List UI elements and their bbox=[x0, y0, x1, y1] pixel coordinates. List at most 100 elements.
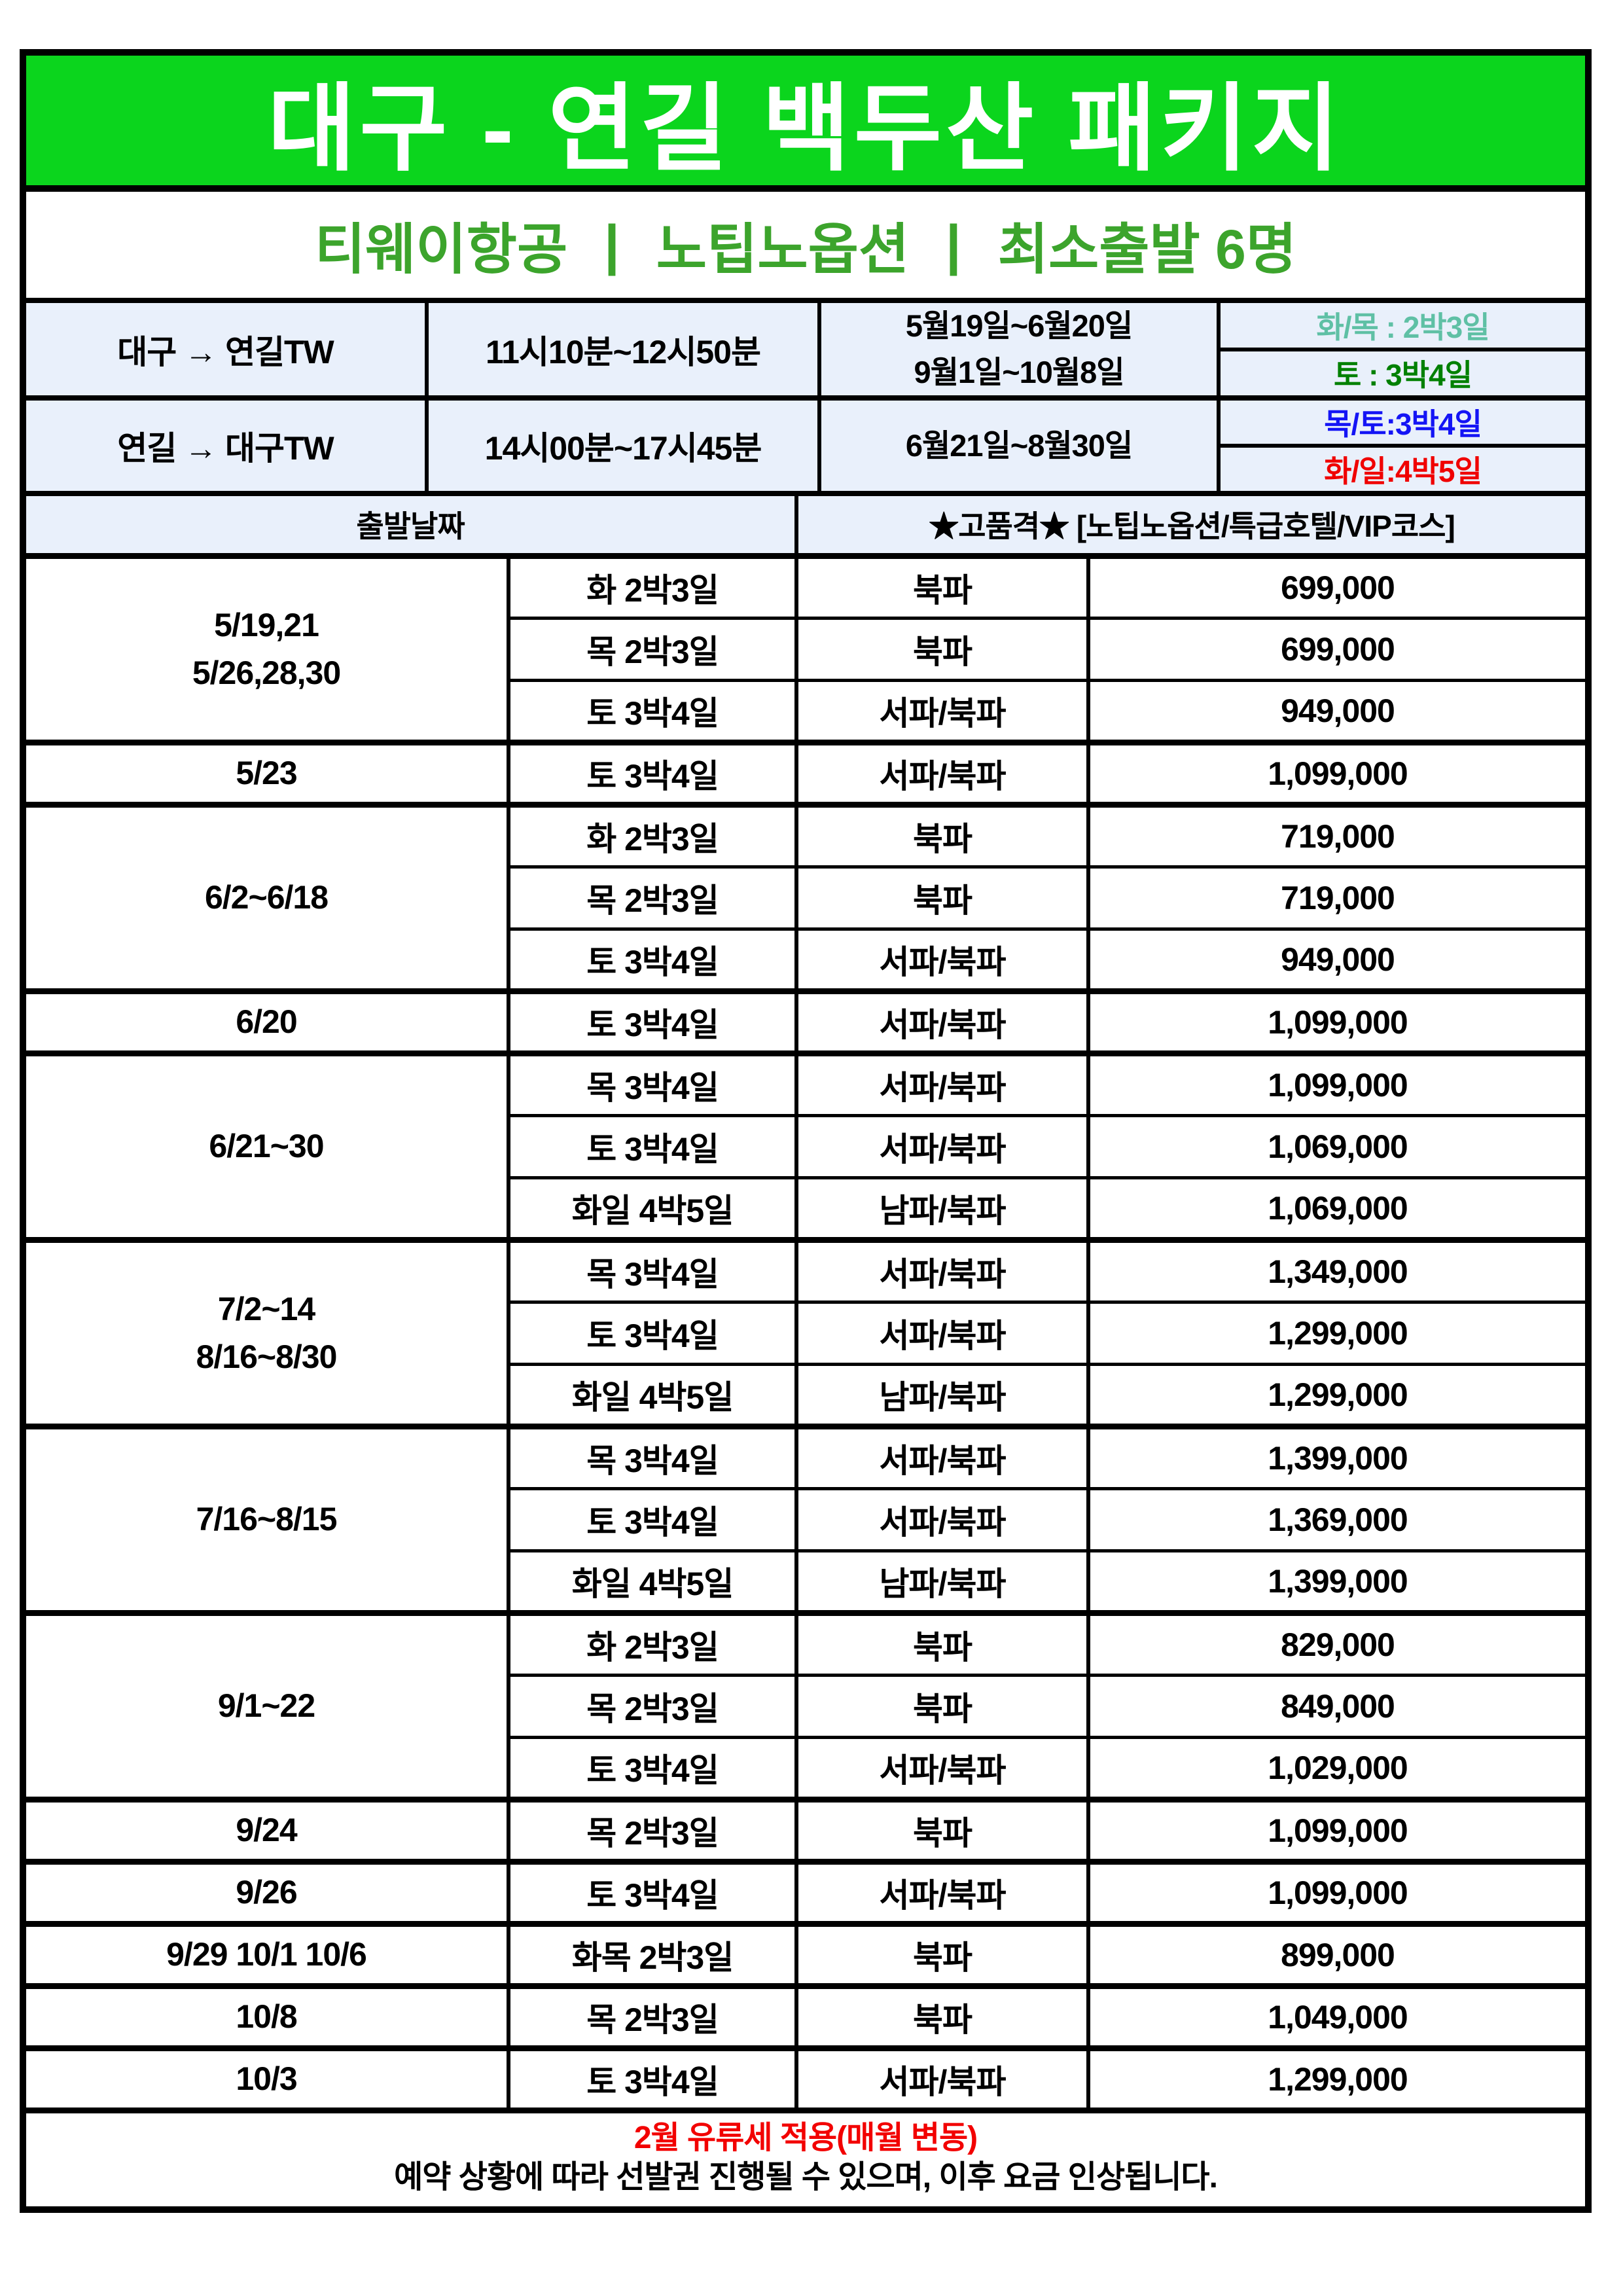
departure-date-cell: 7/16~8/15 bbox=[26, 1423, 510, 1615]
course-cell: 북파 bbox=[794, 1796, 1090, 1863]
price-cell: 1,069,000 bbox=[1086, 1113, 1585, 1179]
price-row: 6/21~30 목 3박4일 서파/북파 1,099,000 bbox=[26, 1050, 1585, 1242]
departure-date-cell: 9/24 bbox=[26, 1796, 510, 1863]
course-cell: 북파 bbox=[794, 1920, 1090, 1988]
subtitle-separator-icon: | bbox=[946, 213, 961, 276]
page-title: 대구 - 연길 백두산 패키지 bbox=[267, 75, 1344, 182]
price-table: 출발날짜 ★고품격★ [노팁노옵션/특급호텔/VIP코스] 5/19,21 5/… bbox=[26, 491, 1585, 2206]
notice-cell: 2월 유류세 적용(매월 변동) 예약 상황에 따라 선발권 진행될 수 있으며… bbox=[26, 2107, 1585, 2206]
price-header-row: 출발날짜 ★고품격★ [노팁노옵션/특급호텔/VIP코스] bbox=[26, 491, 1585, 558]
course-cell: 북파 bbox=[794, 801, 1090, 869]
price-row: 토 3박4일 서파/북파 949,000 bbox=[26, 927, 1585, 993]
price-row: 5/23 토 3박4일 서파/북파 1,099,000 bbox=[26, 739, 1585, 806]
flight-route-cell: 대구 → 연길TW bbox=[26, 298, 429, 400]
price-row: 화일 4박5일 남파/북파 1,299,000 bbox=[26, 1362, 1585, 1428]
course-cell: 서파/북파 bbox=[794, 927, 1090, 993]
course-cell: 남파/북파 bbox=[794, 1362, 1090, 1428]
day-duration-cell: 토 3박4일 bbox=[507, 1735, 798, 1801]
day-duration-cell: 목 2박3일 bbox=[507, 616, 798, 682]
departure-date-cell: 6/20 bbox=[26, 988, 510, 1055]
day-duration-cell: 토 3박4일 bbox=[507, 988, 798, 1055]
subtitle-bar: 티웨이항공 | 노팁노옵션 | 최소출발 6명 bbox=[26, 192, 1585, 298]
flight-route-cell: 연길 → 대구TW bbox=[26, 395, 429, 491]
course-cell: 서파/북파 bbox=[794, 1735, 1090, 1801]
price-cell: 829,000 bbox=[1086, 1609, 1585, 1677]
price-cell: 699,000 bbox=[1086, 552, 1585, 620]
price-cell: 1,399,000 bbox=[1086, 1549, 1585, 1615]
course-cell: 북파 bbox=[794, 1982, 1090, 2050]
flight-subrow: 토 : 3박4일 bbox=[26, 347, 1585, 400]
course-cell: 서파/북파 bbox=[794, 1113, 1090, 1179]
price-cell: 1,299,000 bbox=[1086, 1300, 1585, 1366]
subtitle-policy: 노팁노옵션 bbox=[656, 218, 910, 280]
price-row: 5/19,21 5/26,28,30 화 2박3일 북파 699,000 bbox=[26, 552, 1585, 744]
price-cell: 949,000 bbox=[1086, 927, 1585, 993]
day-duration-cell: 토 3박4일 bbox=[507, 678, 798, 744]
flight-note-cell: 화/일:4박5일 bbox=[1217, 444, 1585, 491]
price-cell: 1,399,000 bbox=[1086, 1423, 1585, 1490]
day-duration-cell: 화 2박3일 bbox=[507, 552, 798, 620]
flight-period-cell: 6월21일~8월30일 bbox=[817, 395, 1221, 491]
flight-row: 대구 → 연길TW 11시10분~12시50분 5월19일~6월20일 9월1일… bbox=[26, 298, 1585, 400]
day-duration-cell: 화일 4박5일 bbox=[507, 1362, 798, 1428]
price-cell: 1,099,000 bbox=[1086, 988, 1585, 1055]
flight-note-cell: 목/토:3박4일 bbox=[1217, 395, 1585, 448]
flight-row: 연길 → 대구TW 14시00분~17시45분 6월21일~8월30일 목/토:… bbox=[26, 395, 1585, 491]
price-cell: 849,000 bbox=[1086, 1673, 1585, 1739]
price-cell: 1,099,000 bbox=[1086, 1858, 1585, 1926]
price-cell: 719,000 bbox=[1086, 801, 1585, 869]
price-row: 10/3 토 3박4일 서파/북파 1,299,000 bbox=[26, 2045, 1585, 2112]
departure-date-cell: 10/8 bbox=[26, 1982, 510, 2050]
price-cell: 1,029,000 bbox=[1086, 1735, 1585, 1801]
price-cell: 1,299,000 bbox=[1086, 1362, 1585, 1428]
course-cell: 서파/북파 bbox=[794, 1486, 1090, 1552]
flight-time-cell: 14시00분~17시45분 bbox=[425, 395, 821, 491]
price-cell: 1,069,000 bbox=[1086, 1175, 1585, 1242]
course-cell: 서파/북파 bbox=[794, 1423, 1090, 1490]
course-cell: 북파 bbox=[794, 865, 1090, 931]
course-cell: 서파/북파 bbox=[794, 1236, 1090, 1304]
course-cell: 남파/북파 bbox=[794, 1549, 1090, 1615]
day-duration-cell: 토 3박4일 bbox=[507, 739, 798, 806]
price-cell: 719,000 bbox=[1086, 865, 1585, 931]
day-duration-cell: 화목 2박3일 bbox=[507, 1920, 798, 1988]
price-row: 화일 4박5일 남파/북파 1,069,000 bbox=[26, 1175, 1585, 1242]
day-duration-cell: 토 3박4일 bbox=[507, 2045, 798, 2112]
day-duration-cell: 목 2박3일 bbox=[507, 1796, 798, 1863]
header-departure-date: 출발날짜 bbox=[26, 491, 798, 558]
price-row: 6/2~6/18 화 2박3일 북파 719,000 bbox=[26, 801, 1585, 993]
day-duration-cell: 목 2박3일 bbox=[507, 1982, 798, 2050]
flight-subrow: 화/일:4박5일 bbox=[26, 444, 1585, 491]
price-row: 9/24 목 2박3일 북파 1,099,000 bbox=[26, 1796, 1585, 1863]
day-duration-cell: 토 3박4일 bbox=[507, 1113, 798, 1179]
departure-date-cell: 9/29 10/1 10/6 bbox=[26, 1920, 510, 1988]
subtitle-airline: 티웨이항공 bbox=[314, 218, 568, 280]
flight-period-cell: 5월19일~6월20일 9월1일~10월8일 bbox=[817, 298, 1221, 400]
price-row: 토 3박4일 서파/북파 1,299,000 bbox=[26, 1300, 1585, 1366]
price-cell: 1,099,000 bbox=[1086, 1050, 1585, 1117]
course-cell: 북파 bbox=[794, 552, 1090, 620]
day-duration-cell: 화일 4박5일 bbox=[507, 1175, 798, 1242]
course-cell: 서파/북파 bbox=[794, 2045, 1090, 2112]
flight-note-cell: 토 : 3박4일 bbox=[1217, 347, 1585, 400]
price-row: 9/26 토 3박4일 서파/북파 1,099,000 bbox=[26, 1858, 1585, 1926]
reservation-notice: 예약 상황에 따라 선발권 진행될 수 있으며, 이후 요금 인상됩니다. bbox=[394, 2159, 1218, 2195]
day-duration-cell: 토 3박4일 bbox=[507, 927, 798, 993]
header-premium-course: ★고품격★ [노팁노옵션/특급호텔/VIP코스] bbox=[794, 491, 1585, 558]
day-duration-cell: 목 3박4일 bbox=[507, 1423, 798, 1490]
day-duration-cell: 토 3박4일 bbox=[507, 1858, 798, 1926]
course-cell: 서파/북파 bbox=[794, 1858, 1090, 1926]
price-row: 토 3박4일 서파/북파 1,369,000 bbox=[26, 1486, 1585, 1552]
document-frame: 대구 - 연길 백두산 패키지 티웨이항공 | 노팁노옵션 | 최소출발 6명 … bbox=[20, 49, 1592, 2213]
flight-time-cell: 11시10분~12시50분 bbox=[425, 298, 821, 400]
departure-date-cell: 9/1~22 bbox=[26, 1609, 510, 1801]
course-cell: 서파/북파 bbox=[794, 678, 1090, 744]
price-row: 목 2박3일 북파 849,000 bbox=[26, 1673, 1585, 1739]
price-row: 토 3박4일 서파/북파 1,029,000 bbox=[26, 1735, 1585, 1801]
price-cell: 1,099,000 bbox=[1086, 1796, 1585, 1863]
departure-date-cell: 6/2~6/18 bbox=[26, 801, 510, 993]
day-duration-cell: 목 3박4일 bbox=[507, 1050, 798, 1117]
price-cell: 1,299,000 bbox=[1086, 2045, 1585, 2112]
day-duration-cell: 목 2박3일 bbox=[507, 1673, 798, 1739]
